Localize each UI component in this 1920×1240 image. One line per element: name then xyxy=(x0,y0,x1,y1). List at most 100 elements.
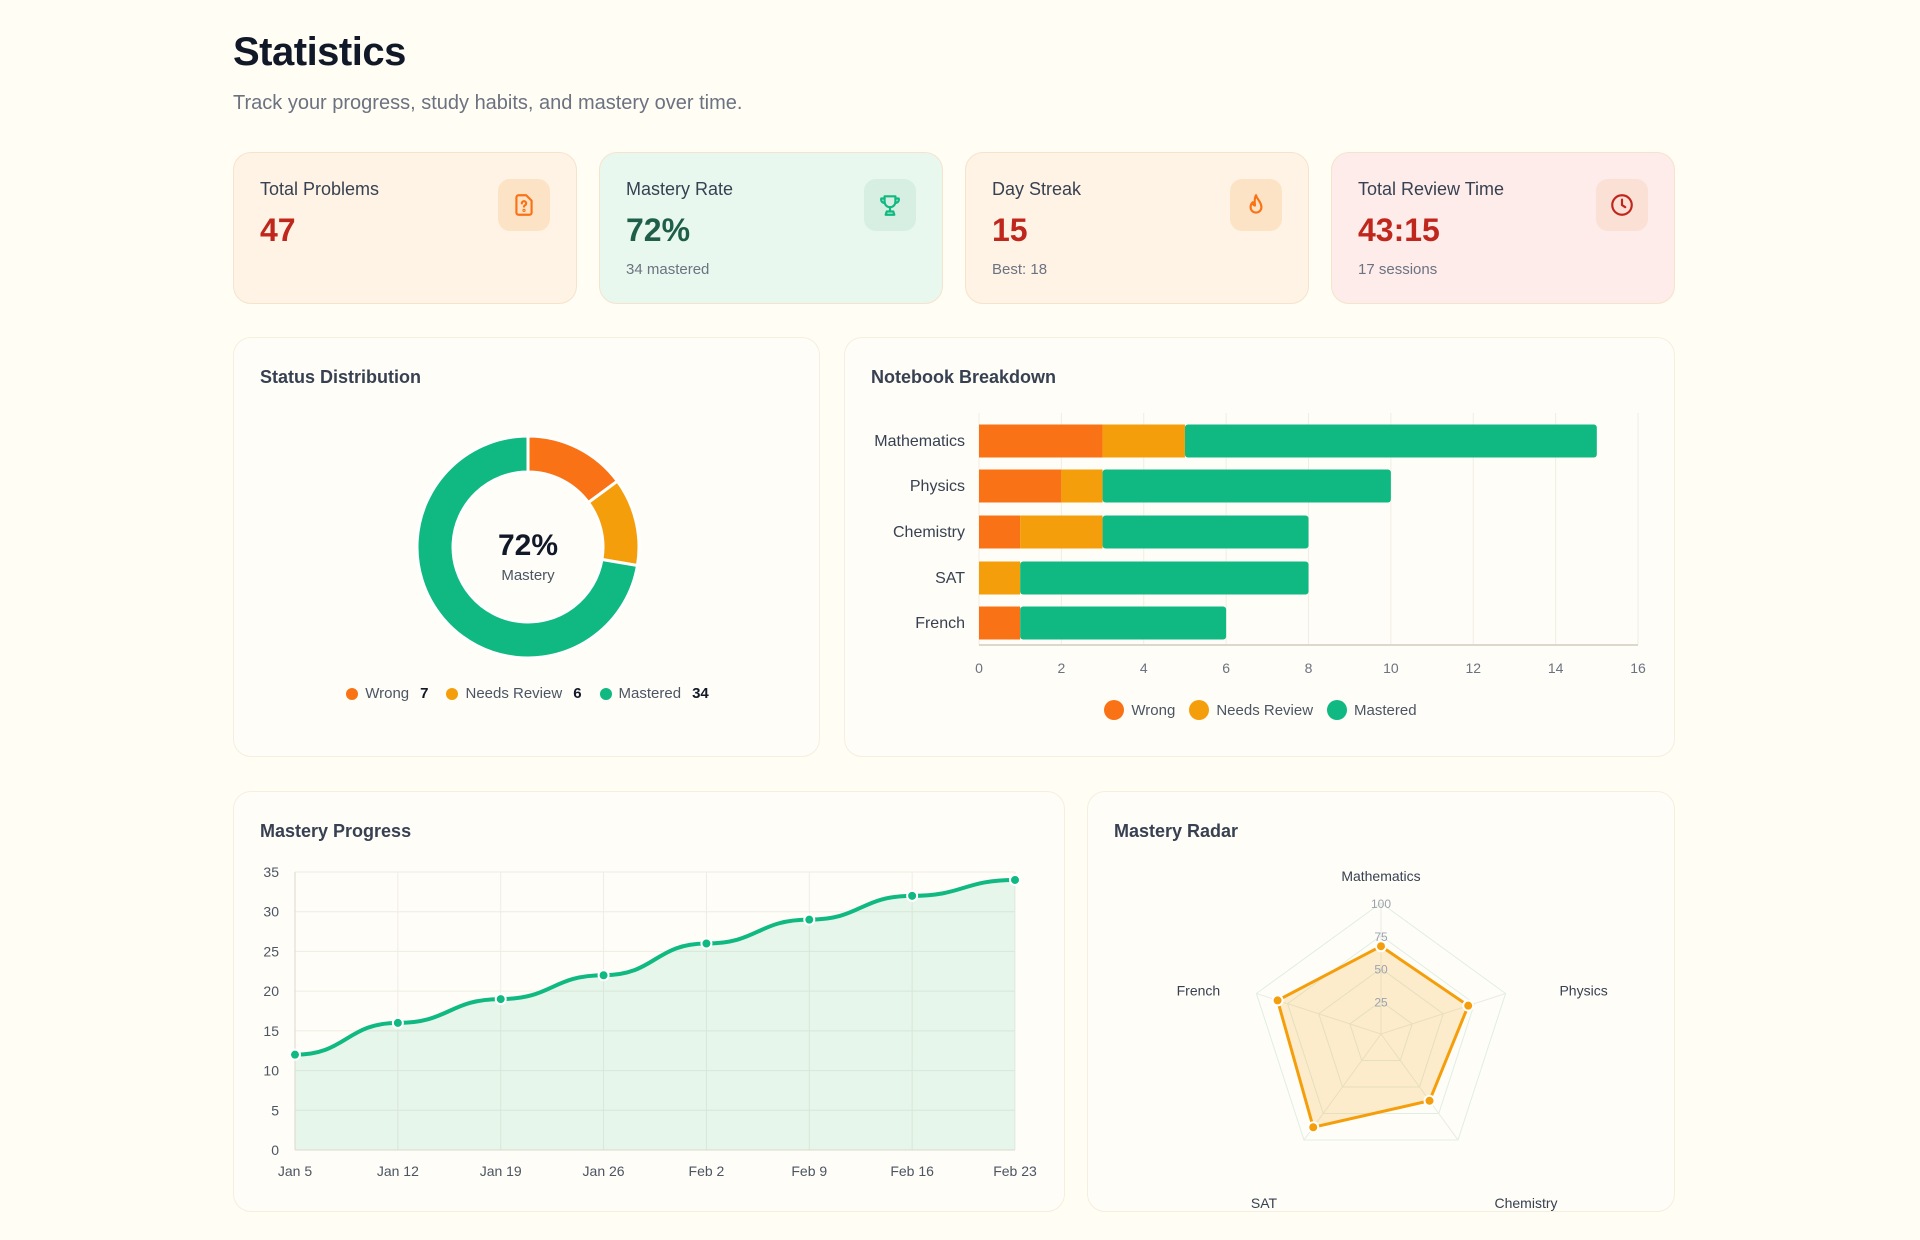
bar-segment-wrong xyxy=(979,469,1062,503)
radar-point xyxy=(1462,999,1475,1012)
stat-value: 72% xyxy=(626,212,691,248)
page-subtitle: Track your progress, study habits, and m… xyxy=(233,92,743,114)
x-tick-label: 16 xyxy=(1630,660,1646,676)
bar-segment-mastered xyxy=(1184,424,1597,458)
x-tick-label: Jan 26 xyxy=(583,1163,625,1179)
stat-subtext: 17 sessions xyxy=(1358,261,1438,278)
stat-card-total-review-time: Total Review Time 43:15 17 sessions xyxy=(1331,152,1675,304)
stat-value: 43:15 xyxy=(1358,212,1440,248)
area-fill xyxy=(295,879,1015,1150)
legend-wrong[interactable]: Wrong xyxy=(1104,700,1175,720)
legend-label: Mastered xyxy=(1354,701,1417,719)
legend-label: Needs Review xyxy=(465,685,563,702)
y-tick-label: 20 xyxy=(263,983,279,999)
y-tick-label: 25 xyxy=(263,943,279,959)
panel-title: Notebook Breakdown xyxy=(871,367,1057,387)
bar-segment-wrong xyxy=(979,606,1021,640)
data-point xyxy=(906,889,919,902)
notebook-legend: Wrong Needs Review Mastered xyxy=(845,700,1676,720)
x-tick-label: Feb 16 xyxy=(890,1163,934,1179)
x-tick-label: Feb 23 xyxy=(993,1163,1037,1179)
y-tick-label: 15 xyxy=(263,1023,279,1039)
page-title: Statistics xyxy=(233,30,406,74)
radar-spoke xyxy=(1303,1033,1382,1141)
radar-tick-label: 50 xyxy=(1374,963,1388,977)
bar-segment-mastered xyxy=(1020,561,1309,595)
panel-title: Mastery Radar xyxy=(1114,821,1239,841)
x-tick-label: 14 xyxy=(1548,660,1564,676)
bar-segment-mastered xyxy=(1102,469,1391,503)
bar-segment-wrong xyxy=(979,515,1021,549)
stat-label: Total Review Time xyxy=(1358,179,1505,199)
radar-spoke xyxy=(1380,993,1506,1035)
question-file-icon xyxy=(498,179,550,231)
stat-subtext: 34 mastered xyxy=(626,261,710,278)
legend-dot xyxy=(1327,700,1348,720)
legend-needs-review[interactable]: Needs Review xyxy=(1189,700,1313,720)
stacked-bar-chart: 0 2 4 6 8 10 12 14 16 Mathematics Physics Chemistry… xyxy=(874,413,1646,676)
donut-chart: 72% Mastery xyxy=(415,434,641,660)
bar-segment-needs-review xyxy=(1061,469,1103,503)
y-tick-label: 5 xyxy=(271,1102,279,1118)
mastery-progress-panel: Mastery Progress 0 5 10 15 20 25 30 35 Jan 5 Jan … xyxy=(233,791,1065,1212)
bar-segment-needs-review xyxy=(1102,424,1185,458)
flame-icon xyxy=(1230,179,1282,231)
radar-axis-label: French xyxy=(1177,983,1221,999)
bar-segment-needs-review xyxy=(1020,515,1103,549)
donut-slice-mastered xyxy=(415,434,640,660)
data-point xyxy=(391,1016,404,1029)
panel-title: Mastery Progress xyxy=(260,821,412,841)
legend-count: 34 xyxy=(692,685,709,702)
mastery-radar-panel: Mastery Radar 25 50 75 100 Mathematics Physic… xyxy=(1087,791,1675,1212)
x-tick-label: Feb 2 xyxy=(689,1163,725,1179)
y-category-label: SAT xyxy=(935,570,965,587)
y-category-label: French xyxy=(915,615,965,632)
data-point xyxy=(597,969,610,982)
legend-label: Wrong xyxy=(1131,701,1176,719)
x-tick-label: 10 xyxy=(1383,660,1399,676)
notebook-breakdown-panel: Notebook Breakdown 0 2 4 6 8 10 12 14 16 Mathemat… xyxy=(844,337,1675,757)
x-tick-label: Jan 19 xyxy=(480,1163,522,1179)
legend-mastered[interactable]: Mastered xyxy=(1327,700,1417,720)
legend-dot xyxy=(346,687,359,700)
stat-label: Mastery Rate xyxy=(626,179,734,199)
legend-count: 7 xyxy=(420,685,429,702)
x-tick-label: 4 xyxy=(1140,660,1148,676)
radar-tick-label: 100 xyxy=(1371,897,1391,911)
series-line xyxy=(294,877,1016,1057)
x-tick-label: 8 xyxy=(1305,660,1313,676)
x-tick-label: Jan 12 xyxy=(377,1163,419,1179)
data-point xyxy=(1009,873,1021,886)
radar-tick-label: 75 xyxy=(1374,930,1388,944)
y-category-label: Mathematics xyxy=(874,433,965,450)
panel-title: Status Distribution xyxy=(260,367,421,387)
legend-wrong[interactable]: Wrong 7 xyxy=(346,685,428,702)
legend-dot xyxy=(446,687,459,700)
stat-subtext: Best: 18 xyxy=(992,261,1048,278)
radar-grid-ring xyxy=(1255,902,1507,1141)
stat-card-day-streak: Day Streak 15 Best: 18 xyxy=(965,152,1309,304)
radar-point xyxy=(1375,940,1387,953)
x-tick-label: 12 xyxy=(1465,660,1481,676)
donut-center-label: Mastery xyxy=(501,567,555,584)
line-chart: 0 5 10 15 20 25 30 35 Jan 5 Jan 12 Jan 19 Jan 26 Feb… xyxy=(263,864,1037,1179)
bar-segment-mastered xyxy=(1102,515,1309,549)
y-category-label: Physics xyxy=(910,478,965,495)
legend-needs-review[interactable]: Needs Review 6 xyxy=(446,685,582,702)
radar-grid-ring xyxy=(1286,935,1476,1114)
stat-value: 47 xyxy=(260,212,296,248)
legend-mastered[interactable]: Mastered 34 xyxy=(599,685,709,702)
stat-label: Day Streak xyxy=(992,179,1082,199)
status-legend: Wrong 7 Needs Review 6 Mastered 34 xyxy=(234,685,821,702)
bar-segment-wrong xyxy=(979,424,1103,458)
radar-axis-label: Physics xyxy=(1559,983,1607,999)
clock-icon xyxy=(1596,179,1648,231)
legend-label: Wrong xyxy=(365,685,410,702)
radar-point xyxy=(1423,1094,1436,1107)
legend-dot xyxy=(599,687,612,700)
y-tick-label: 10 xyxy=(263,1063,279,1079)
legend-label: Mastered xyxy=(618,685,682,702)
stat-value: 15 xyxy=(992,212,1028,248)
radar-chart: 25 50 75 100 Mathematics Physics Chemistry SAT F… xyxy=(1177,868,1608,1211)
radar-axis-label: SAT xyxy=(1251,1195,1278,1211)
